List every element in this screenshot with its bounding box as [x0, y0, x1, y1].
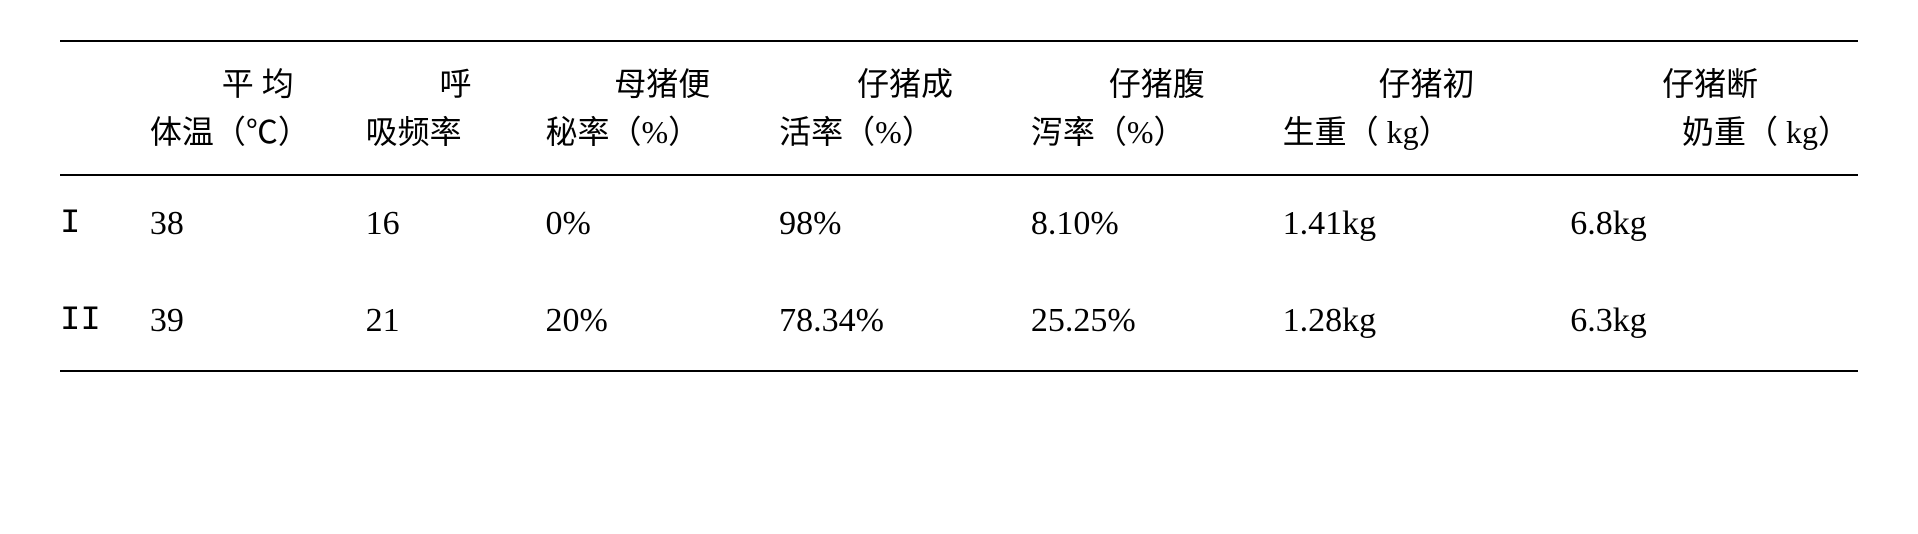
cell-diar-2: 25.25% — [1031, 273, 1283, 371]
header-blank2 — [60, 108, 150, 175]
cell-const-2: 20% — [545, 273, 779, 371]
header-birth-wt-l1: 仔猪初 — [1283, 41, 1571, 108]
header-row-line1: 平 均 呼 母猪便 仔猪成 仔猪腹 仔猪初 仔猪断 — [60, 41, 1858, 108]
cell-wean-2: 6.3kg — [1570, 273, 1858, 371]
cell-birth-2: 1.28kg — [1283, 273, 1571, 371]
header-sow-const-l1: 母猪便 — [545, 41, 779, 108]
table-row: II 39 21 20% 78.34% 25.25% 1.28kg 6.3kg — [60, 273, 1858, 371]
header-avg-temp-l2: 体温（℃） — [150, 108, 366, 175]
cell-birth-1: 1.41kg — [1283, 175, 1571, 273]
header-blank — [60, 41, 150, 108]
cell-resp-2: 21 — [366, 273, 546, 371]
header-piglet-diar-l1: 仔猪腹 — [1031, 41, 1283, 108]
header-resp-rate-l1: 呼 — [366, 41, 546, 108]
cell-const-1: 0% — [545, 175, 779, 273]
table-row: I 38 16 0% 98% 8.10% 1.41kg 6.8kg — [60, 175, 1858, 273]
cell-resp-1: 16 — [366, 175, 546, 273]
header-wean-wt-l1: 仔猪断 — [1570, 41, 1858, 108]
row-label-2: II — [60, 273, 150, 371]
cell-wean-1: 6.8kg — [1570, 175, 1858, 273]
cell-diar-1: 8.10% — [1031, 175, 1283, 273]
row-label-1: I — [60, 175, 150, 273]
cell-temp-2: 39 — [150, 273, 366, 371]
cell-surv-2: 78.34% — [779, 273, 1031, 371]
header-piglet-surv-l1: 仔猪成 — [779, 41, 1031, 108]
header-piglet-surv-l2: 活率（%） — [779, 108, 1031, 175]
header-sow-const-l2: 秘率（%） — [545, 108, 779, 175]
cell-temp-1: 38 — [150, 175, 366, 273]
header-piglet-diar-l2: 泻率（%） — [1031, 108, 1283, 175]
header-birth-wt-l2: 生重（ kg） — [1283, 108, 1571, 175]
cell-surv-1: 98% — [779, 175, 1031, 273]
header-avg-temp-l1: 平 均 — [150, 41, 366, 108]
header-wean-wt-l2: 奶重（ kg） — [1570, 108, 1858, 175]
data-table: 平 均 呼 母猪便 仔猪成 仔猪腹 仔猪初 仔猪断 体温（℃） 吸频率 秘率（%… — [60, 40, 1858, 372]
header-resp-rate-l2: 吸频率 — [366, 108, 546, 175]
header-row-line2: 体温（℃） 吸频率 秘率（%） 活率（%） 泻率（%） 生重（ kg） 奶重（ … — [60, 108, 1858, 175]
